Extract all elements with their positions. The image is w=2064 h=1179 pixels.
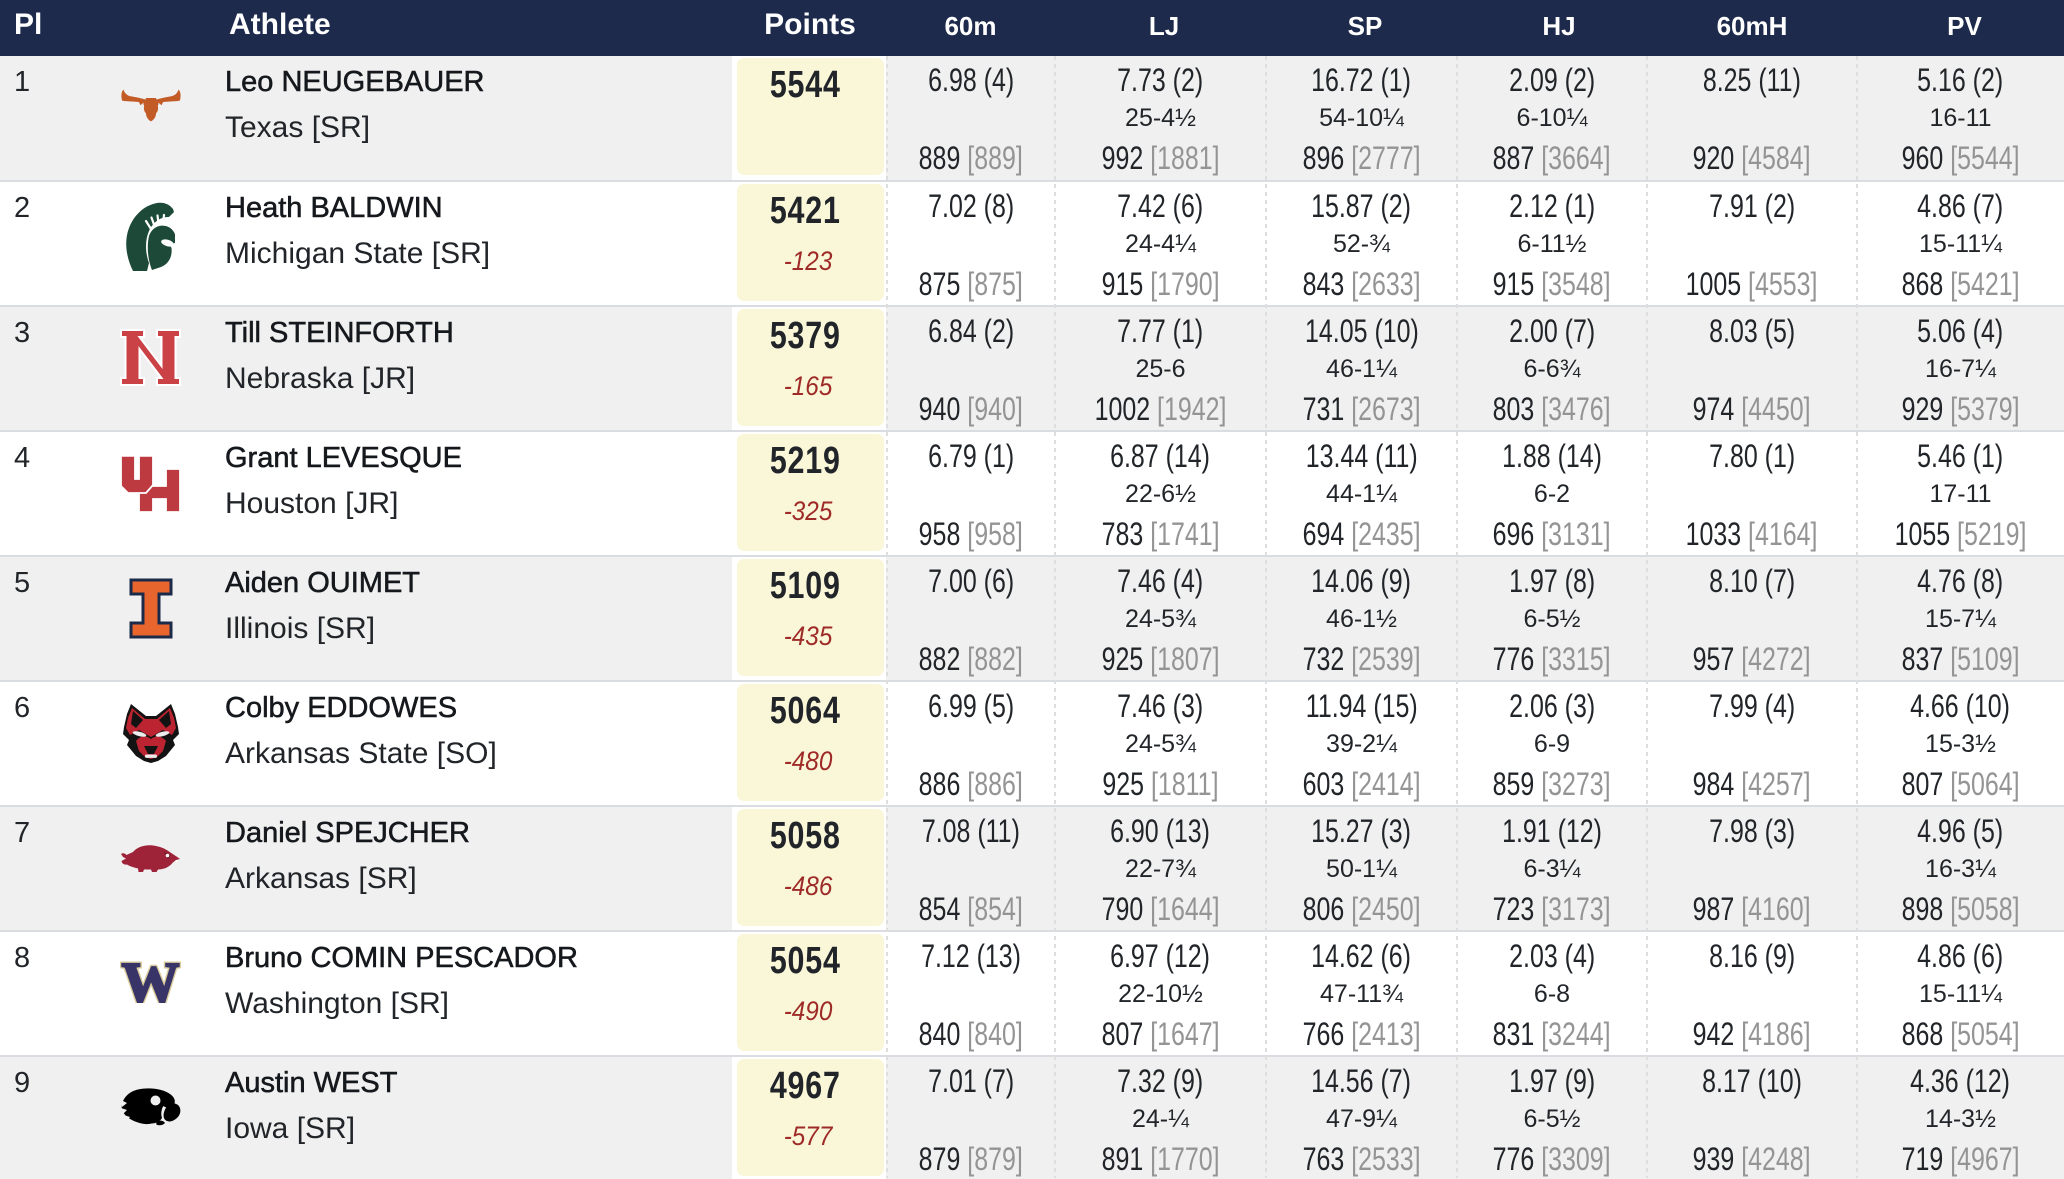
- svg-text:W: W: [122, 961, 180, 1003]
- svg-text:W: W: [122, 961, 180, 1003]
